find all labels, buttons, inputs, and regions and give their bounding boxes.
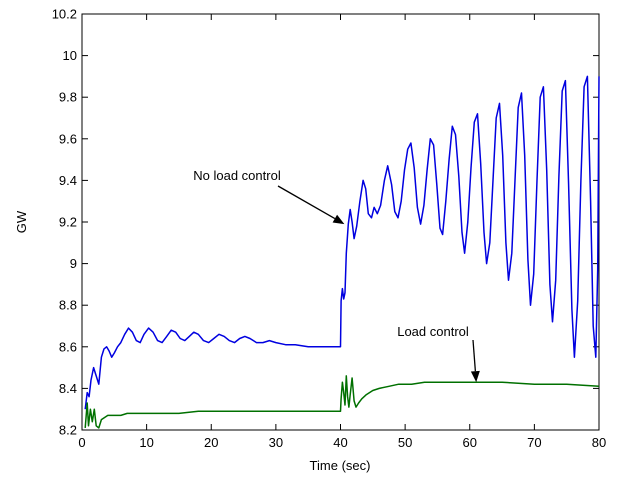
x-ticks: 0 10 20 30 40 50 60 70 80 [78,14,606,450]
y-tick-label: 9.4 [59,173,77,188]
y-tick-label: 9.6 [59,131,77,146]
x-tick-label: 40 [333,435,347,450]
y-tick-label: 9.8 [59,90,77,105]
y-tick-label: 8.4 [59,381,77,396]
annotation-arrow-line [472,339,477,372]
x-axis-label: Time (sec) [310,458,371,473]
annotation-load-control: Load control [397,324,469,339]
y-tick-label: 8.8 [59,298,77,313]
x-tick-label: 70 [527,435,541,450]
annotation-no-load-control: No load control [193,168,281,183]
annotation-arrow-head [470,370,480,383]
x-tick-label: 60 [463,435,477,450]
y-tick-label: 8.6 [59,339,77,354]
y-axis-label: GW [14,210,29,233]
x-tick-label: 80 [592,435,606,450]
annotation-arrow-head [332,214,345,225]
x-tick-label: 50 [398,435,412,450]
series-line-no-load-control [84,75,600,410]
annotation-arrows [277,185,480,383]
series-lines [84,75,600,429]
y-tick-label: 10.2 [52,7,77,22]
x-tick-label: 10 [139,435,153,450]
x-tick-label: 0 [78,435,85,450]
y-tick-label: 9 [70,256,77,271]
series-line-load-control [84,375,600,429]
annotation-arrow-line [277,185,336,220]
y-tick-label: 10 [63,48,77,63]
y-tick-label: 8.2 [59,423,77,438]
y-ticks: 8.2 8.4 8.6 8.8 9 9.2 9.4 9.6 9.8 10 10.2 [52,7,599,438]
y-tick-label: 9.2 [59,215,77,230]
x-tick-label: 30 [269,435,283,450]
x-tick-label: 20 [204,435,218,450]
